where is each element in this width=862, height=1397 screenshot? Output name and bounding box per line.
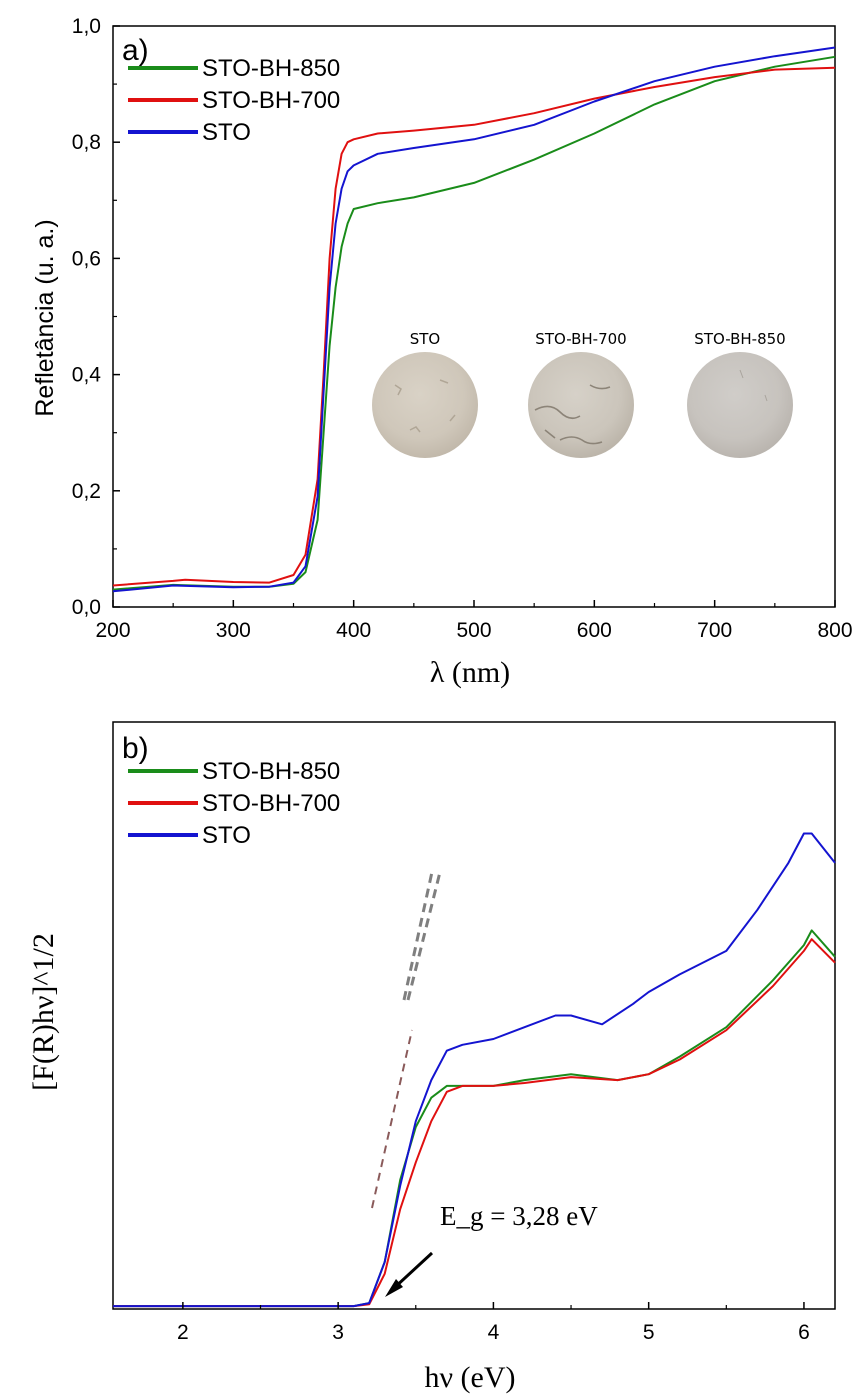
x-tick-label: 4 [488, 1321, 500, 1344]
x-tick-label: 3 [332, 1321, 344, 1344]
y-tick-label: 0,0 [72, 596, 101, 619]
series-line-sto [112, 46, 836, 593]
sample-texture-sto-bh-850 [739, 369, 768, 402]
y-tick-label: 0,8 [72, 131, 101, 154]
sample-texture-sto [394, 379, 456, 433]
sample-photo-sto-bh-700 [528, 352, 634, 458]
x-tick-label: 500 [456, 619, 491, 642]
y-tick-label: 0,2 [72, 480, 101, 503]
panel-b-label: b) [122, 732, 149, 765]
band-gap-annotation: E_g = 3,28 eV [385, 1201, 598, 1297]
sample-photo-sto-bh-850 [687, 352, 793, 458]
y-tick-label: 0,6 [72, 247, 101, 270]
panel-b-legend: STO-BH-850 STO-BH-700 STO [128, 758, 340, 849]
sample-photos-inset: STO STO-BH-700 STO-BH-850 [372, 330, 793, 458]
x-tick-label: 300 [216, 619, 251, 642]
x-tick-label: 5 [643, 1321, 655, 1344]
panel-a-legend: STO-BH-850 STO-BH-700 STO [128, 55, 340, 146]
x-tick-label: 700 [697, 619, 732, 642]
band-gap-label: E_g = 3,28 eV [440, 1201, 598, 1231]
band-gap-arrow-head [385, 1279, 403, 1297]
series-line-sto-bh-700 [113, 938, 836, 1308]
legend-label-sto-bh-850: STO-BH-850 [202, 55, 340, 82]
panel-a-y-axis-title: Refletância (u. a.) [31, 219, 59, 416]
panel-a-label: a) [122, 34, 149, 67]
panel-b: 2 3 4 5 6 b) STO-BH-850 STO-BH-700 STO E_g = 3… [27, 721, 836, 1394]
sample-photo-sto [372, 352, 478, 458]
panel-a-x-axis-title: λ (nm) [430, 656, 510, 689]
tangent-line-3 [371, 1029, 413, 1209]
legend-label-sto: STO [202, 822, 251, 849]
plot-frame [112, 721, 836, 1310]
x-tick-label: 400 [336, 619, 371, 642]
tangent-line-1 [402, 871, 434, 1001]
x-tick-label: 200 [95, 619, 130, 642]
legend-label-sto: STO [202, 119, 251, 146]
tangent-line-2 [406, 871, 442, 1001]
panel-a-plot-area: 200 300 400 500 600 700 800 0,0 0,2 0,4 0,6 0,8 1,0 [72, 15, 853, 642]
panel-a: 200 300 400 500 600 700 8000,00,20,40,60,81,0 … [31, 15, 853, 689]
panel-b-plot-area: 2 3 4 5 6 [112, 721, 836, 1344]
inset-label-sto: STO [410, 330, 441, 348]
y-tick-label: 0,4 [72, 364, 102, 387]
x-tick-label: 6 [798, 1321, 810, 1344]
series-line-sto [113, 832, 836, 1308]
x-tick-label: 600 [577, 619, 612, 642]
legend-label-sto-bh-850: STO-BH-850 [202, 758, 340, 785]
inset-label-sto-bh-850: STO-BH-850 [694, 330, 785, 348]
x-tick-label: 800 [817, 619, 852, 642]
sample-cracks-sto-bh-700 [534, 384, 611, 445]
panel-b-y-axis-title: [F(R)hν]^1/2 [27, 933, 60, 1091]
inset-label-sto-bh-700: STO-BH-700 [535, 330, 626, 348]
panel-b-x-axis-title: hν (eV) [424, 1361, 515, 1394]
x-tick-label: 2 [177, 1321, 189, 1344]
tangent-line-guides [371, 871, 442, 1209]
y-tick-label: 1,0 [72, 15, 101, 38]
legend-label-sto-bh-700: STO-BH-700 [202, 87, 340, 114]
legend-label-sto-bh-700: STO-BH-700 [202, 790, 340, 817]
